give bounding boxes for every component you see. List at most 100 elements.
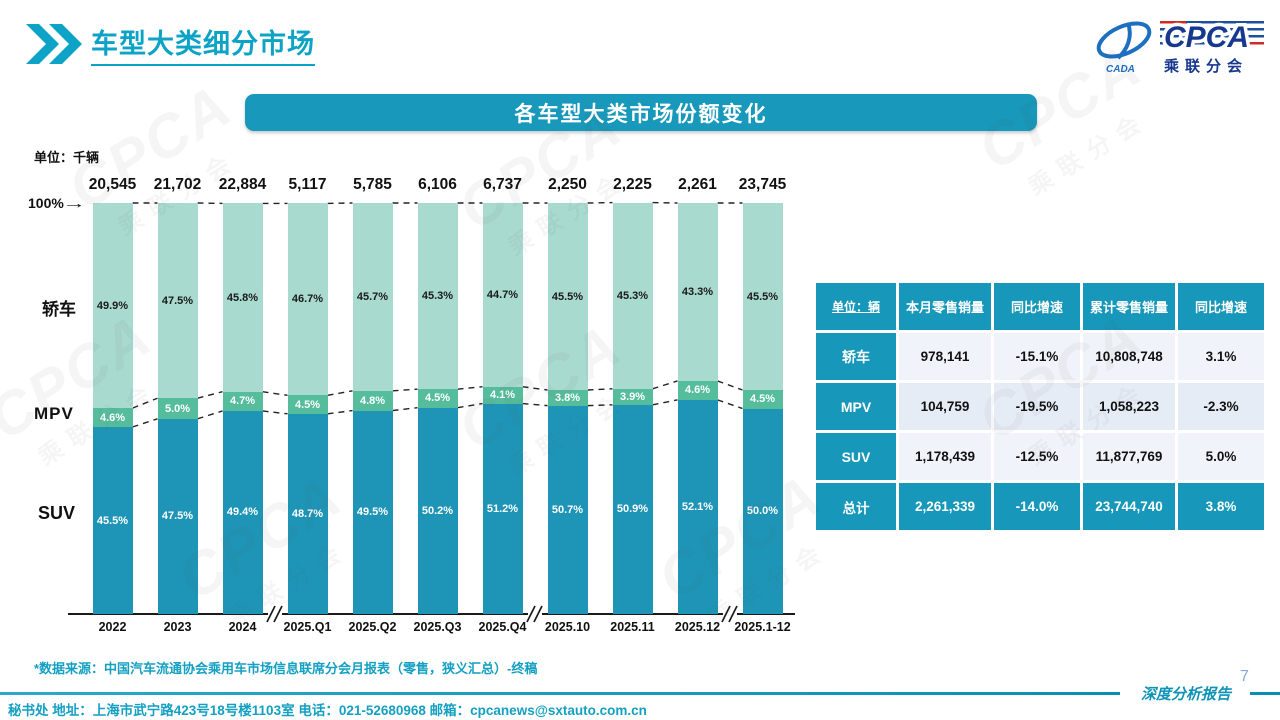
- x-axis-label: 2025.Q3: [413, 620, 462, 634]
- chart-title-banner: 各车型大类市场份额变化: [245, 94, 1037, 131]
- page-number: 7: [1240, 668, 1249, 685]
- bar-segment-mpv: 4.5%: [287, 395, 328, 414]
- segment-value-label: 43.3%: [681, 285, 714, 298]
- logo-cada-text: CADA: [1106, 64, 1135, 75]
- x-axis-label: 2025.Q2: [348, 620, 397, 634]
- table-cell: -2.3%: [1178, 383, 1264, 430]
- logo-sub-text: 乘联分会: [1163, 57, 1248, 75]
- bar-segment-sedan: 47.5%: [157, 203, 198, 399]
- bar-total-label: 6,737: [483, 176, 522, 193]
- table-cell-total: 2,261,339: [899, 483, 991, 530]
- summary-table: 单位：辆 本月零售销量 同比增速 累计零售销量 同比增速 轿车 978,141 …: [816, 283, 1264, 530]
- bar-segment-mpv: 4.8%: [352, 390, 393, 411]
- table-cell: 1,178,439: [899, 433, 991, 480]
- bar-segment-suv: 48.7%: [287, 413, 328, 614]
- bar-segment-suv: 50.0%: [742, 408, 783, 614]
- segment-value-label: 4.6%: [684, 384, 711, 397]
- series-label-sedan: 轿车: [42, 300, 76, 319]
- segment-value-label: 3.8%: [554, 391, 581, 404]
- table-column-header: 本月零售销量: [899, 283, 991, 330]
- axis-100-label: 100% →: [28, 195, 86, 211]
- segment-value-label: 4.6%: [99, 411, 126, 424]
- bar-segment-mpv: 4.6%: [677, 380, 718, 400]
- segment-value-label: 47.5%: [161, 510, 194, 523]
- logo-stripe: [1160, 35, 1264, 38]
- bar-segment-suv: 49.4%: [222, 410, 263, 614]
- table-cell: 104,759: [899, 383, 991, 430]
- segment-value-label: 49.5%: [356, 506, 389, 519]
- table-cell-total: 23,744,740: [1083, 483, 1175, 530]
- bar-segment-sedan: 45.7%: [352, 203, 393, 391]
- bar-segment-suv: 50.2%: [417, 407, 458, 614]
- series-label-suv: SUV: [38, 503, 76, 523]
- chart-title: 各车型大类市场份额变化: [514, 102, 768, 126]
- table-cell: 978,141: [899, 333, 991, 380]
- secretariat-contact: 秘书处 地址：上海市武宁路423号18号楼1103室 电话：021-526809…: [8, 703, 647, 718]
- arrow-right-icon: →: [61, 195, 86, 211]
- cpca-logo: CADA CPCA 乘联分会: [1090, 13, 1268, 82]
- segment-value-label: 45.5%: [746, 290, 779, 303]
- x-axis-label: 2025.10: [544, 620, 591, 634]
- chart-unit-label: 单位：千辆: [34, 150, 100, 165]
- axis-break: [723, 611, 737, 617]
- bar-total-label: 2,250: [548, 176, 587, 193]
- bar-segment-sedan: 49.9%: [92, 203, 133, 409]
- segment-value-label: 4.7%: [229, 395, 256, 408]
- bar-segment-suv: 52.1%: [677, 399, 718, 614]
- table-row-label-sedan: 轿车: [816, 333, 896, 380]
- bar-total-label: 23,745: [738, 176, 787, 193]
- cpca-logo-graphic: CADA CPCA 乘联分会: [1096, 18, 1264, 75]
- bar-total-label: 5,785: [353, 176, 392, 193]
- segment-value-label: 50.7%: [551, 503, 584, 516]
- bar-total-label: 21,702: [153, 176, 202, 193]
- axis-break: [528, 611, 542, 617]
- bar-segment-mpv: 4.7%: [222, 391, 263, 411]
- bar-segment-mpv: 3.9%: [612, 388, 653, 405]
- bar-total-label: 5,117: [288, 176, 327, 193]
- segment-value-label: 45.7%: [356, 290, 389, 303]
- logo-cpca-text: CPCA: [1164, 21, 1249, 54]
- bar-segment-suv: 50.7%: [547, 405, 588, 614]
- logo-ellipse: [1096, 21, 1152, 59]
- x-axis-label: 2025.12: [674, 620, 721, 634]
- bar-segment-sedan: 45.3%: [417, 203, 458, 390]
- segment-value-label: 45.5%: [96, 514, 129, 527]
- bar-segment-sedan: 45.5%: [547, 203, 588, 391]
- bar-segment-suv: 50.9%: [612, 404, 653, 614]
- logo-swoosh: [1116, 22, 1132, 60]
- table-cell: -19.5%: [994, 383, 1080, 430]
- report-type-label: 深度分析报告: [1140, 687, 1231, 703]
- x-axis-label: 2025.Q4: [478, 620, 527, 634]
- x-axis-label: 2022: [98, 620, 127, 634]
- bar-total-label: 2,261: [678, 176, 717, 193]
- logo-stripe-red: [1160, 21, 1186, 24]
- bar-segment-mpv: 3.8%: [547, 390, 588, 406]
- segment-value-label: 52.1%: [681, 500, 714, 513]
- bar-total-label: 2,225: [613, 176, 652, 193]
- bar-total-label: 20,545: [88, 176, 137, 193]
- page-header: 车型大类细分市场: [26, 22, 315, 66]
- logo-stripe-red: [1238, 42, 1264, 45]
- bar-segment-mpv: 4.1%: [482, 386, 523, 404]
- bar-segment-mpv: 4.5%: [417, 389, 458, 408]
- table-column-header: 同比增速: [994, 283, 1080, 330]
- table-cell-total: -14.0%: [994, 483, 1080, 530]
- plot-area: 45.5% 4.6% 49.9% 20,545 2022 47.5% 5.0% 47.5% 21…: [68, 176, 795, 634]
- logo-stripe: [1160, 21, 1264, 24]
- x-axis-label: 2025.11: [610, 620, 655, 634]
- segment-value-label: 4.1%: [489, 389, 516, 402]
- x-axis-label: 2025.1-12: [734, 620, 791, 634]
- table-cell-total: 3.8%: [1178, 483, 1264, 530]
- bar-segment-suv: 45.5%: [92, 427, 133, 614]
- segment-value-label: 3.9%: [619, 390, 646, 403]
- table-cell: 11,877,769: [1083, 433, 1175, 480]
- bar-segment-suv: 49.5%: [352, 410, 393, 614]
- table-cell: 1,058,223: [1083, 383, 1175, 430]
- bar-segment-sedan: 45.5%: [742, 203, 783, 391]
- series-label-mpv: MPV: [34, 404, 74, 423]
- data-source-note: *数据来源：中国汽车流通协会乘用车市场信息联席分会月报表（零售，狭义汇总）-终稿: [34, 661, 538, 676]
- footer-divider-line-right: [1250, 692, 1280, 695]
- logo-stripe: [1160, 28, 1264, 31]
- bar-total-label: 6,106: [418, 176, 457, 193]
